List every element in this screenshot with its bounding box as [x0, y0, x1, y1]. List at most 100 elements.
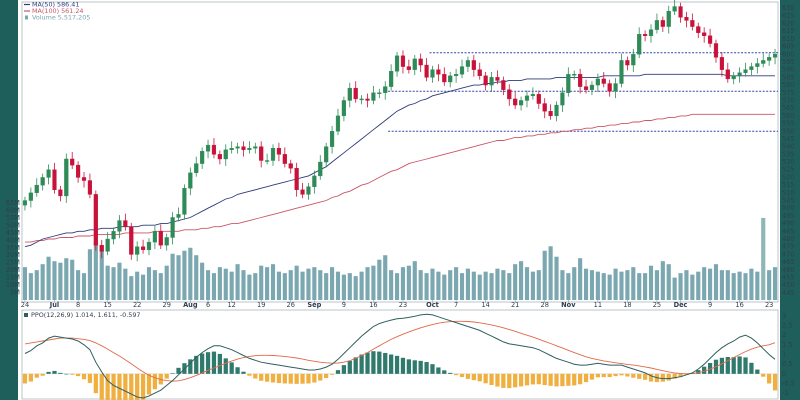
- date-tick-label: 16: [369, 301, 377, 309]
- volume-bar: [613, 268, 618, 300]
- ppo-histogram-bar: [666, 373, 671, 381]
- ppo-histogram-bar: [524, 373, 530, 386]
- volume-bar: [170, 253, 175, 300]
- ppo-histogram-bar: [489, 373, 494, 386]
- price-tick-label: 615: [782, 27, 795, 35]
- ppo-tick-label: 2.5: [782, 322, 793, 330]
- candle-body: [725, 69, 730, 80]
- volume-bar: [111, 267, 116, 300]
- ppo-histogram-bar: [607, 373, 612, 378]
- volume-bar: [182, 250, 187, 300]
- volume-tick-label: 45M: [6, 229, 20, 237]
- ppo-histogram-bar: [394, 355, 400, 374]
- volume-bar: [22, 267, 28, 300]
- ppo-histogram-bar: [64, 373, 69, 375]
- ppo-tick-label: -0.5: [782, 379, 795, 387]
- volume-bar: [34, 270, 39, 300]
- candle-body: [518, 100, 524, 106]
- ppo-histogram-bar: [772, 373, 778, 391]
- ppo-histogram-bar: [347, 360, 352, 374]
- price-tick-label: 465: [782, 258, 795, 266]
- candle-body: [430, 69, 435, 78]
- support-resistance-lines: [388, 52, 778, 132]
- price-tick-label: 610: [782, 35, 795, 43]
- candle-body: [341, 100, 346, 117]
- candle-body: [312, 175, 317, 187]
- candle-body: [146, 241, 152, 251]
- ppo-histogram-bar: [324, 373, 329, 379]
- candle-body: [507, 89, 512, 100]
- candle-body: [353, 87, 358, 100]
- ppo-histogram-bar: [46, 371, 51, 374]
- volume-tick-label: 55M: [6, 214, 20, 222]
- ppo-histogram-bar: [566, 373, 571, 386]
- candle-body: [34, 184, 39, 194]
- ppo-histogram-bar: [176, 367, 181, 374]
- volume-bar: [583, 268, 589, 300]
- volume-bar: [524, 267, 530, 300]
- volume-bar: [217, 267, 222, 300]
- candle-body: [772, 54, 778, 58]
- volume-bar: [595, 271, 600, 300]
- candle-body: [81, 177, 87, 181]
- ppo-histogram-bar: [329, 373, 335, 375]
- volume-bar: [117, 262, 122, 300]
- volume-bar: [105, 265, 110, 300]
- candle-body: [483, 75, 488, 86]
- ppo-histogram-bar: [40, 373, 45, 376]
- candle-body: [158, 231, 163, 246]
- legend-label: Volume 5,517,205: [32, 14, 90, 22]
- volume-bar: [430, 268, 435, 300]
- candle-body: [176, 214, 181, 218]
- price-tick-label: 545: [782, 135, 795, 143]
- volume-tick-label: 65M: [6, 199, 20, 207]
- volume-bar: [81, 273, 87, 300]
- ppo-histogram-bar: [81, 373, 87, 380]
- volume-bar: [394, 273, 400, 300]
- ppo-histogram-bar: [696, 370, 701, 374]
- candle-body: [459, 66, 465, 75]
- volume-bar: [205, 270, 211, 300]
- candle-body: [672, 6, 677, 12]
- volume-bar: [365, 267, 370, 300]
- price-tick-label: 455: [782, 274, 795, 282]
- date-tick-label: 12: [227, 301, 235, 309]
- date-tick-label: Dec: [674, 301, 688, 309]
- date-tick-label: 14: [481, 301, 489, 309]
- volume-bar: [708, 268, 713, 300]
- price-panel-border: [21, 1, 779, 303]
- ppo-histogram-bar: [406, 359, 411, 374]
- ppo-histogram-bar: [188, 359, 193, 374]
- candle-body: [442, 74, 447, 83]
- candle-body: [64, 158, 69, 197]
- ppo-histogram-bar: [205, 352, 211, 374]
- volume-bar: [176, 255, 181, 300]
- volume-bar: [188, 247, 193, 300]
- volume-bar: [211, 273, 217, 300]
- candle-body: [22, 200, 28, 206]
- volume-bar: [353, 276, 358, 300]
- date-tick-label: Oct: [426, 301, 439, 309]
- price-tick-label: 550: [782, 127, 795, 135]
- ppo-histogram-bar: [725, 357, 730, 374]
- volume-bar: [294, 265, 299, 300]
- ppo-histogram-bar: [259, 373, 264, 381]
- candle-body: [436, 69, 441, 75]
- candle-body: [719, 57, 724, 70]
- price-tick-label: 525: [782, 166, 795, 174]
- volume-tick-label: 25M: [6, 259, 20, 267]
- candle-body: [383, 86, 388, 93]
- candle-body: [259, 146, 264, 161]
- candle-body: [530, 94, 535, 97]
- date-tick-label: 23: [765, 301, 773, 309]
- price-tick-label: 485: [782, 227, 795, 235]
- ppo-histogram-bar: [217, 353, 222, 374]
- candle-body: [329, 131, 335, 147]
- candle-body: [58, 189, 63, 197]
- price-tick-label: 520: [782, 173, 795, 181]
- ppo-histogram-bar: [453, 373, 459, 376]
- volume-bar: [270, 264, 276, 300]
- candle-body: [601, 78, 606, 84]
- date-tick-label: 9: [708, 301, 712, 309]
